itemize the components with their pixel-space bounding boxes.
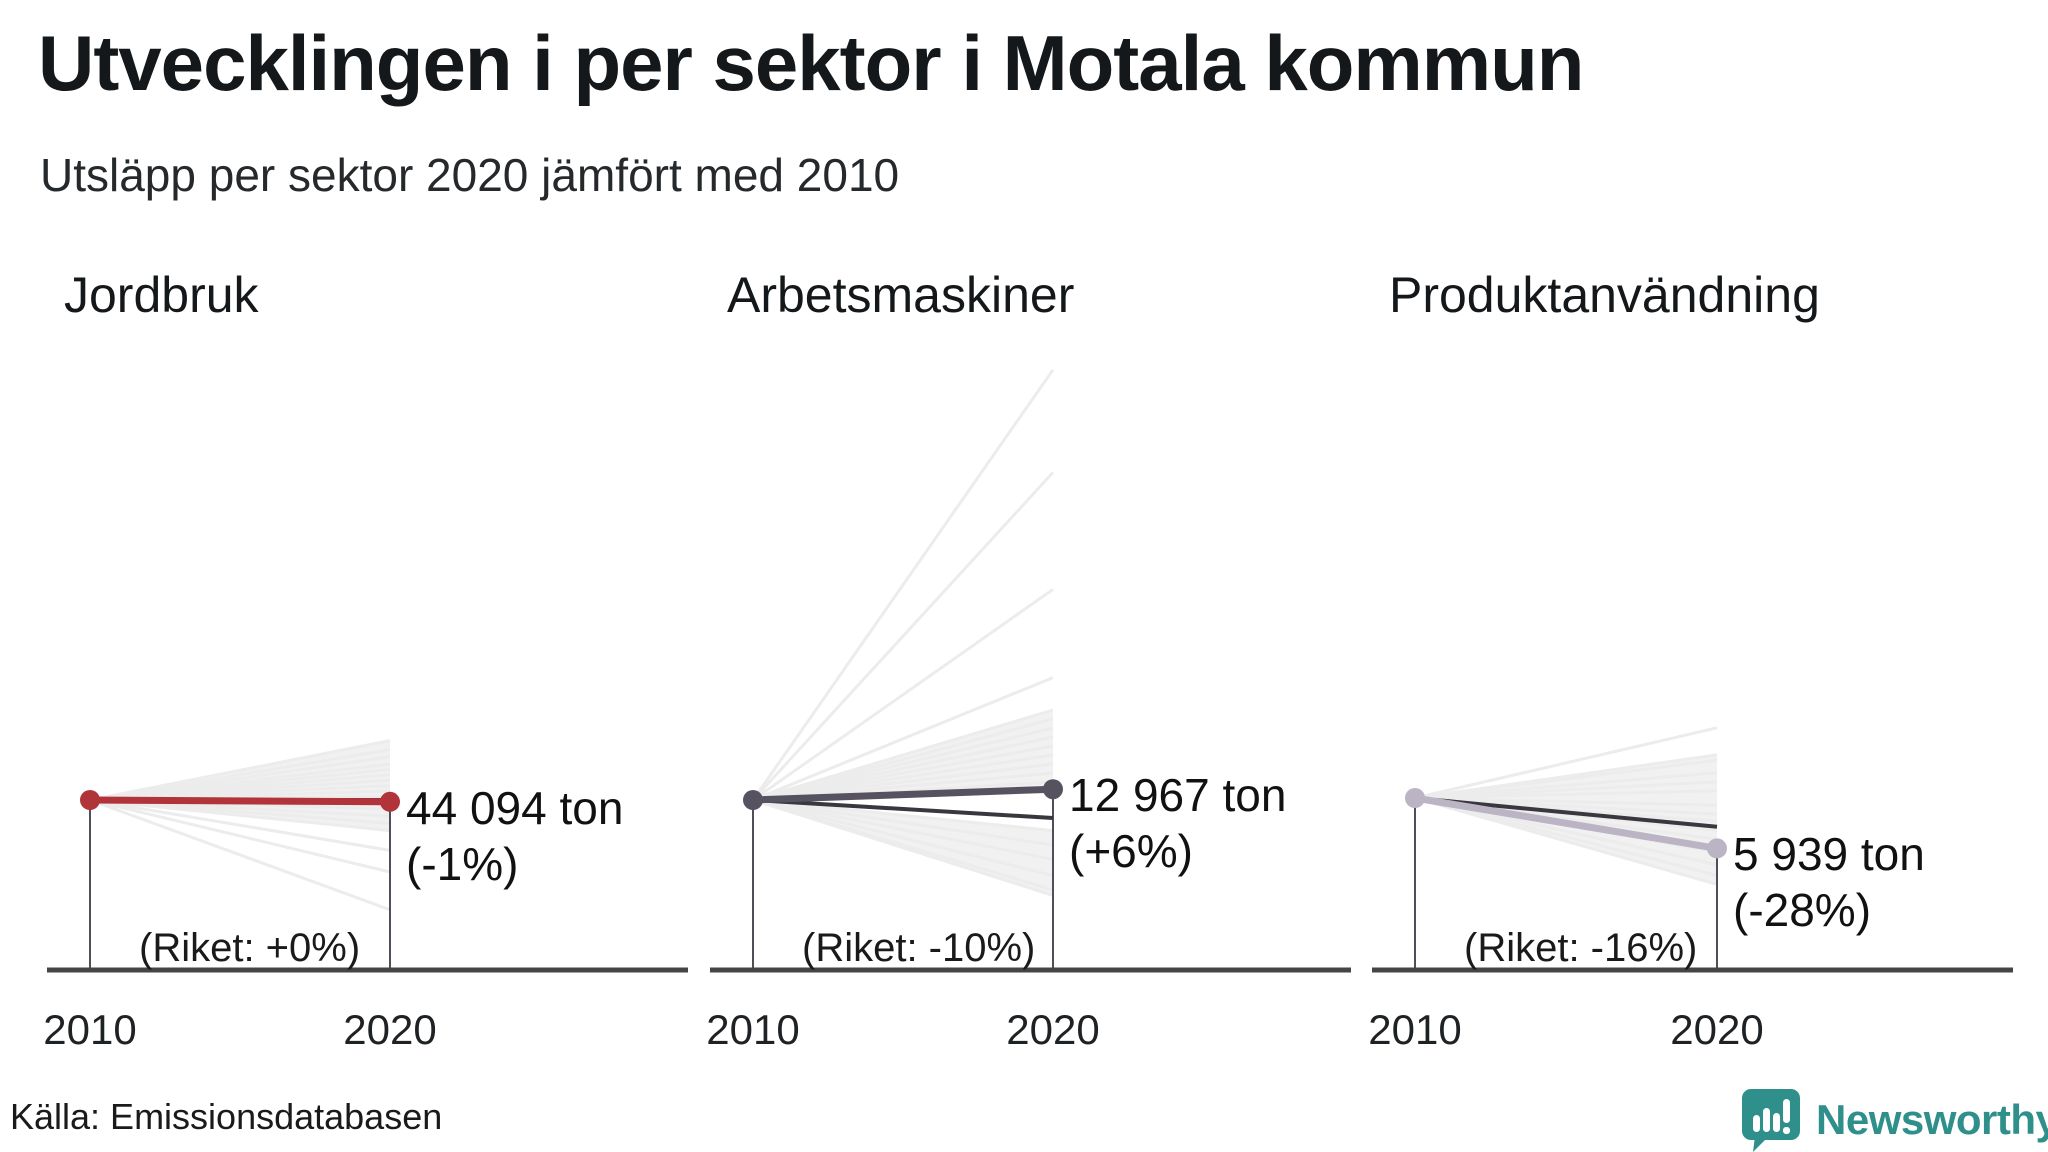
- background-trend-line: [752, 676, 1054, 802]
- axis-year-label: 2020: [343, 1006, 437, 1053]
- newsworthy-icon: [1742, 1089, 1800, 1152]
- point-2020: [1707, 838, 1727, 859]
- background-trend-line: [752, 798, 1054, 861]
- background-trend-line: [1414, 796, 1718, 886]
- background-trend-line: [89, 798, 391, 912]
- point-2020: [1043, 779, 1063, 800]
- x-axis-baseline: [710, 967, 1351, 973]
- value-change: (-28%): [1733, 884, 1872, 937]
- riket-label: (Riket: +0%): [139, 926, 361, 970]
- value-ton: 12 967 ton: [1069, 769, 1287, 822]
- background-trend-line: [89, 798, 391, 852]
- value-label: 5 939 ton (-28%): [1733, 826, 1925, 938]
- background-trend-line: [751, 471, 1055, 802]
- riket-label: (Riket: -16%): [1464, 926, 1698, 970]
- background-trend-line: [752, 798, 1054, 878]
- background-trend-line: [89, 798, 391, 833]
- background-trend-line: [752, 798, 1054, 897]
- point-2020: [380, 791, 400, 812]
- axis-year-label: 2020: [1006, 1006, 1100, 1053]
- municipal-trend-line: [1414, 794, 1718, 852]
- sector-title-produktanvandning: Produktanvändning: [1389, 267, 1820, 323]
- municipal-trend-line: [89, 796, 391, 806]
- background-trend-line: [1414, 726, 1718, 800]
- background-trend-line: [1414, 789, 1718, 800]
- background-trend-line: [752, 798, 1054, 847]
- page-subtitle: Utsläpp per sektor 2020 jämfört med 2010: [40, 149, 900, 201]
- background-trend-line: [89, 798, 391, 874]
- value-ton: 44 094 ton: [406, 781, 624, 834]
- riket-trend-line: [1414, 796, 1718, 829]
- value-label: 44 094 ton (-1%): [406, 780, 623, 892]
- value-label: 12 967 ton (+6%): [1069, 767, 1286, 879]
- x-axis-baseline: [47, 967, 688, 973]
- municipal-trend-line: [752, 785, 1054, 804]
- newsworthy-wordmark: Newsworthy: [1816, 1096, 2048, 1143]
- axis-year-label: 2010: [1368, 1006, 1462, 1053]
- sector-title-arbetsmaskiner: Arbetsmaskiner: [727, 267, 1075, 323]
- axis-year-label: 2020: [1670, 1006, 1764, 1053]
- axis-year-label: 2010: [706, 1006, 800, 1053]
- background-trend-line: [752, 798, 1054, 833]
- source-label: Källa: Emissionsdatabasen: [10, 1096, 443, 1137]
- value-change: (-1%): [406, 837, 519, 890]
- sector-title-jordbruk: Jordbruk: [64, 267, 259, 323]
- page-title: Utvecklingen i per sektor i Motala kommu…: [38, 19, 1584, 107]
- riket-trend-line: [752, 798, 1054, 820]
- value-ton: 5 939 ton: [1733, 828, 1925, 881]
- point-2010: [743, 790, 763, 810]
- riket-label: (Riket: -10%): [802, 926, 1036, 970]
- background-trend-line: [752, 588, 1054, 802]
- x-axis-baseline: [1372, 967, 2013, 973]
- background-trend-line: [751, 368, 1055, 801]
- background-trend-line: [1414, 758, 1718, 800]
- value-change: (+6%): [1069, 825, 1193, 878]
- axis-year-label: 2010: [43, 1006, 137, 1053]
- point-2010: [80, 790, 100, 810]
- newsworthy-logo: Newsworthy: [1742, 1088, 2048, 1152]
- point-2010: [1405, 788, 1425, 808]
